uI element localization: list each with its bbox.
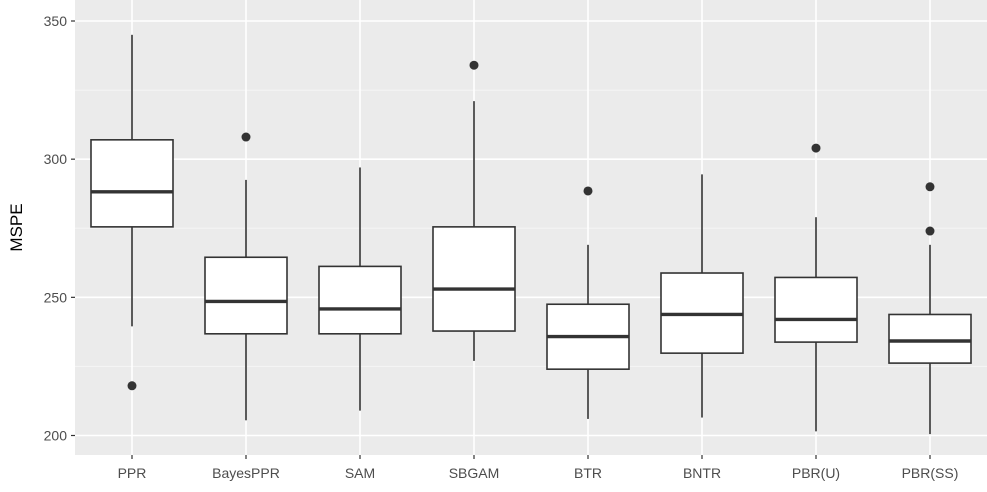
x-tick-label: PPR [118, 465, 147, 481]
plot-panel [75, 0, 987, 455]
y-tick-label: 350 [44, 13, 68, 29]
y-tick-label: 250 [44, 289, 68, 305]
x-tick-label: SAM [345, 465, 375, 481]
outlier-point [127, 381, 137, 391]
box-group-3 [432, 60, 516, 361]
box-group-4 [546, 186, 630, 419]
x-tick-label: PBR(U) [792, 465, 840, 481]
box-group-5 [660, 174, 744, 418]
x-tick-label: BayesPPR [212, 465, 280, 481]
axis-layer: 200 250 300 350 PPR BayesPPR SAM SBGAM BTR BNTR PB… [44, 13, 959, 481]
box-group-2 [318, 167, 402, 411]
y-tick-label: 300 [44, 151, 68, 167]
outlier-point [241, 132, 251, 142]
box-iqr [888, 313, 972, 364]
box-iqr [90, 139, 174, 228]
outlier-point [811, 143, 821, 153]
x-tick-label: BTR [574, 465, 602, 481]
outlier-point [583, 186, 593, 196]
outlier-point [925, 226, 935, 236]
outlier-point [925, 182, 935, 192]
box-group-6 [774, 143, 858, 432]
box-group-7 [888, 182, 972, 435]
box-group-1 [204, 132, 288, 421]
y-tick-label: 200 [44, 428, 68, 444]
box-iqr [204, 256, 288, 335]
box-iqr [774, 276, 858, 343]
box-layer [90, 34, 972, 435]
x-tick-label: SBGAM [449, 465, 500, 481]
box-group-0 [90, 34, 174, 391]
box-iqr [318, 265, 402, 335]
box-iqr [432, 226, 516, 332]
y-axis-title: MSPE [7, 203, 26, 251]
outlier-point [469, 60, 479, 70]
x-tick-label: PBR(SS) [902, 465, 959, 481]
x-tick-label: BNTR [683, 465, 721, 481]
